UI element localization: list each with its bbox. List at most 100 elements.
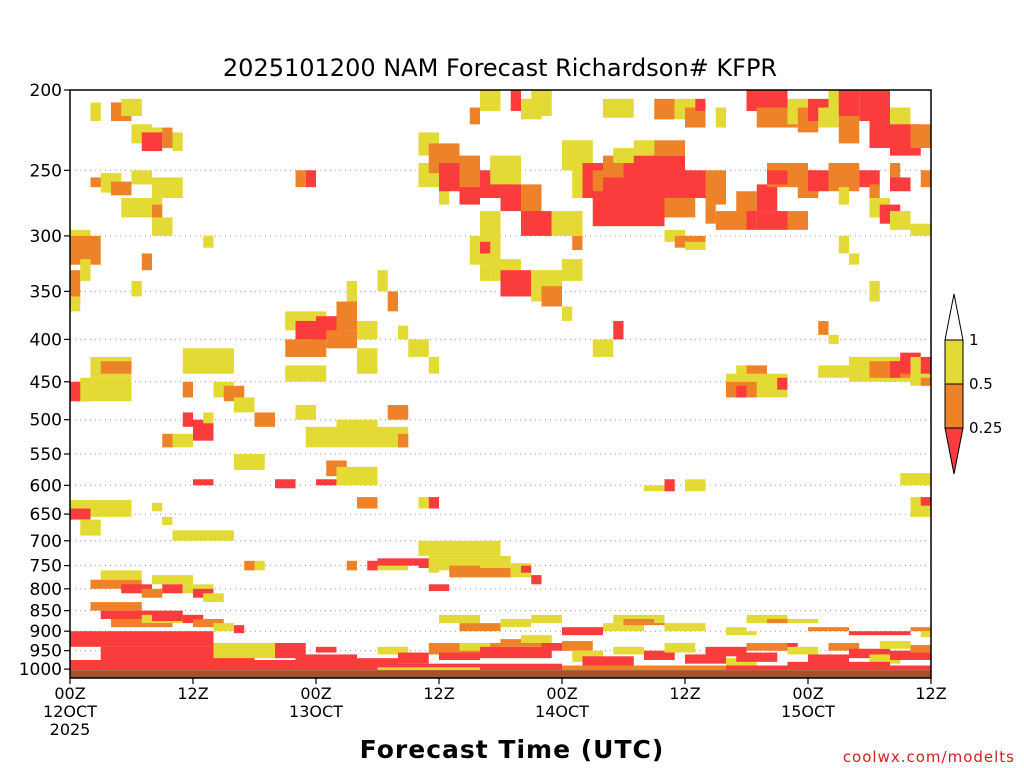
heatmap-cell (70, 631, 214, 647)
y-tick-label: 600 (30, 476, 62, 496)
heatmap-cell (172, 433, 193, 448)
heatmap-cell (726, 658, 757, 668)
heatmap-cell (890, 650, 931, 661)
heatmap-cell (316, 663, 562, 671)
heatmap-cell (203, 235, 214, 248)
heatmap-cell (685, 107, 706, 128)
heatmap-cell (849, 631, 911, 636)
heatmap-cell (910, 223, 931, 236)
x-tick-label: 14OCT (535, 702, 589, 721)
heatmap-cell (828, 643, 860, 651)
heatmap-cell (869, 280, 880, 302)
y-tick-label: 200 (30, 81, 62, 101)
heatmap-cell (439, 614, 480, 624)
heatmap-cell (582, 656, 634, 666)
heatmap-cell (275, 479, 296, 489)
heatmap-cell (746, 643, 788, 651)
heatmap-cell (787, 619, 819, 624)
heatmap-cell (890, 177, 911, 192)
heatmap-cell (387, 291, 398, 312)
heatmap-cell (531, 575, 542, 585)
heatmap-cell (111, 181, 132, 196)
heatmap-cell (521, 565, 532, 573)
heatmap-cell (869, 184, 880, 205)
x-tick-label: 00Z (792, 684, 823, 703)
heatmap-cell (121, 98, 142, 117)
x-tick-label: 12Z (669, 684, 700, 703)
heatmap-cell (90, 602, 142, 611)
legend-label: 0.5 (969, 375, 993, 393)
heatmap-cell (336, 301, 357, 331)
heatmap-cell (808, 627, 849, 632)
y-tick-label: 1000 (19, 660, 62, 680)
heatmap-cell (121, 502, 132, 512)
heatmap-cell (644, 650, 675, 661)
heatmap-cell (295, 170, 306, 188)
heatmap-cell (90, 579, 142, 589)
y-tick-label: 750 (30, 557, 62, 577)
heatmap-cell (715, 211, 726, 230)
y-axis: 200 250 300 350 400 450 500 550 600 650 700 750 8008… (19, 81, 70, 680)
heatmap-cell (572, 650, 603, 662)
heatmap-cell (152, 217, 173, 236)
heatmap-cell (213, 643, 275, 659)
heatmap-cell (849, 253, 860, 265)
heatmap-cell (746, 365, 767, 374)
heatmap-cell (674, 235, 706, 248)
heatmap-cell (910, 124, 931, 149)
heatmap-cell (100, 610, 152, 620)
heatmap-cell (182, 348, 234, 374)
y-tick-label: 500 (30, 411, 62, 431)
heatmap-cell (398, 433, 409, 448)
heatmap-cell (726, 631, 757, 636)
heatmap-cell (633, 140, 655, 156)
legend-swatch (944, 339, 964, 385)
heatmap-cell (377, 558, 419, 566)
heatmap-cell (705, 204, 716, 224)
heatmap-cell (592, 339, 614, 357)
heatmap-cell (541, 286, 562, 307)
heatmap-cell (890, 163, 901, 185)
heatmap-cell (541, 643, 573, 651)
y-tick-label: 450 (30, 373, 62, 393)
heatmap-cell (80, 519, 101, 536)
heatmap-cell (336, 419, 378, 431)
heatmap-cell (459, 187, 480, 205)
heatmap-cell (838, 90, 860, 117)
heatmap-cell (152, 177, 183, 198)
heatmap-cell (203, 412, 214, 424)
y-tick-label: 350 (30, 282, 62, 302)
heatmap-cell (879, 641, 911, 649)
heatmap-cell (357, 348, 378, 374)
heatmap-cell (838, 235, 849, 254)
heatmap-cell (80, 377, 132, 402)
y-tick-label: 400 (30, 330, 62, 350)
heatmap-cell (726, 627, 747, 632)
heatmap-cell (890, 365, 901, 378)
heatmap-cell (490, 155, 521, 185)
heatmap-cell (408, 339, 429, 357)
heatmap-cell (521, 635, 552, 644)
chart-title: 2025101200 NAM Forecast Richardson# KFPR (223, 54, 777, 82)
heatmap-cell (859, 170, 880, 188)
heatmap-cell (203, 593, 224, 603)
heatmap-cell (193, 619, 224, 628)
heatmap-cell (531, 90, 552, 117)
heatmap-cell (849, 648, 890, 659)
heatmap-cell (685, 479, 706, 492)
heatmap-cell (285, 339, 327, 357)
heatmap-cell (223, 385, 245, 402)
heatmap-cell (603, 623, 644, 632)
heatmap-cell (480, 241, 491, 254)
heatmap-cell (746, 90, 788, 111)
x-axis-label: Forecast Time (UTC) (360, 735, 665, 764)
heatmap-cell (603, 98, 634, 118)
heatmap-cell (613, 148, 634, 164)
heatmap-cell (654, 140, 685, 156)
heatmap-cell (920, 377, 931, 386)
heatmap-cell (808, 654, 849, 664)
heatmap-cell (326, 330, 357, 349)
x-tick-label: 12Z (423, 684, 454, 703)
heatmap-cell (572, 223, 583, 236)
